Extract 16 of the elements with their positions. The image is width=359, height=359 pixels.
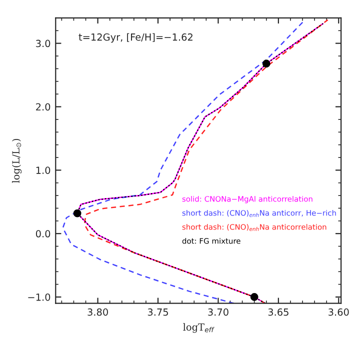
x-tick-label: 3.80 <box>88 308 108 316</box>
point <box>250 293 258 301</box>
y-tick-label: 2.0 <box>36 103 50 111</box>
y-tick-label: 1.0 <box>36 166 50 174</box>
x-tick-label: 3.75 <box>148 308 168 316</box>
point <box>73 209 82 218</box>
y-tick-label: −1.0 <box>28 293 50 301</box>
x-tick-label: 3.60 <box>328 308 349 316</box>
point <box>262 60 270 68</box>
x-axis-title: logT$_{eff}$ <box>183 323 214 333</box>
annotation: t=12Gyr, [Fe/H]=−1.62 <box>78 33 192 43</box>
y-tick-label: 0.0 <box>36 230 50 238</box>
x-tick-label: 3.70 <box>208 308 228 316</box>
x-tick-label: 3.65 <box>268 308 288 316</box>
y-axis-title: log(L/L$_{⊙}$) <box>12 138 22 183</box>
y-tick-label: 3.0 <box>36 40 50 48</box>
